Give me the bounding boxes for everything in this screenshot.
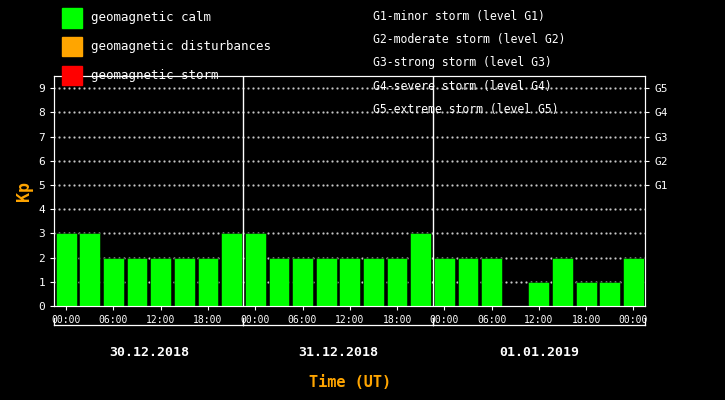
Bar	[245, 233, 265, 306]
Text: geomagnetic disturbances: geomagnetic disturbances	[91, 40, 270, 53]
Bar	[576, 282, 597, 306]
Bar	[198, 258, 218, 306]
Bar	[457, 258, 479, 306]
Bar	[363, 258, 384, 306]
Text: G2-moderate storm (level G2): G2-moderate storm (level G2)	[373, 33, 566, 46]
Text: G3-strong storm (level G3): G3-strong storm (level G3)	[373, 56, 552, 69]
Text: 30.12.2018: 30.12.2018	[109, 346, 189, 358]
Bar	[339, 258, 360, 306]
Bar	[481, 258, 502, 306]
Bar	[56, 233, 77, 306]
Text: G1-minor storm (level G1): G1-minor storm (level G1)	[373, 10, 545, 23]
Bar	[268, 258, 289, 306]
Bar	[600, 282, 620, 306]
Text: 31.12.2018: 31.12.2018	[298, 346, 378, 358]
Bar	[221, 233, 242, 306]
Text: G4-severe storm (level G4): G4-severe storm (level G4)	[373, 80, 552, 93]
Text: geomagnetic storm: geomagnetic storm	[91, 69, 218, 82]
Bar	[150, 258, 171, 306]
Text: 01.01.2019: 01.01.2019	[499, 346, 579, 358]
Bar	[552, 258, 573, 306]
Bar	[174, 258, 195, 306]
Bar	[434, 258, 455, 306]
Bar	[103, 258, 124, 306]
Bar	[410, 233, 431, 306]
Bar	[292, 258, 313, 306]
Bar	[386, 258, 407, 306]
Text: geomagnetic calm: geomagnetic calm	[91, 12, 211, 24]
Text: Time (UT): Time (UT)	[309, 375, 392, 390]
Bar	[127, 258, 147, 306]
Bar	[529, 282, 550, 306]
Bar	[623, 258, 644, 306]
Bar	[316, 258, 336, 306]
Bar	[80, 233, 100, 306]
Y-axis label: Kp: Kp	[15, 181, 33, 201]
Text: G5-extreme storm (level G5): G5-extreme storm (level G5)	[373, 103, 559, 116]
